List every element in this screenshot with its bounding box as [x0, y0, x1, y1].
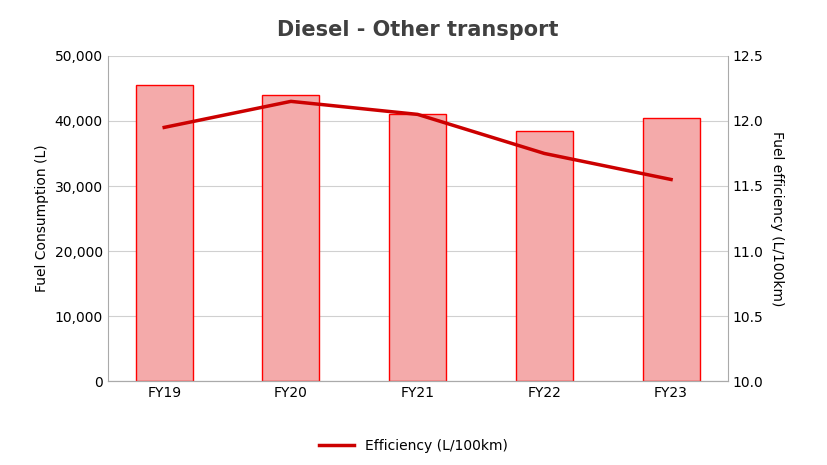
Y-axis label: Fuel Consumption (L): Fuel Consumption (L) [35, 145, 49, 292]
Y-axis label: Fuel efficiency (L/100km): Fuel efficiency (L/100km) [770, 131, 784, 306]
Title: Diesel - Other transport: Diesel - Other transport [277, 20, 558, 40]
Bar [262, 95, 319, 381]
Bar [136, 85, 193, 381]
Bar [516, 131, 573, 381]
Bar [390, 114, 446, 381]
Bar [643, 118, 700, 381]
Legend: Efficiency (L/100km): Efficiency (L/100km) [313, 433, 514, 458]
